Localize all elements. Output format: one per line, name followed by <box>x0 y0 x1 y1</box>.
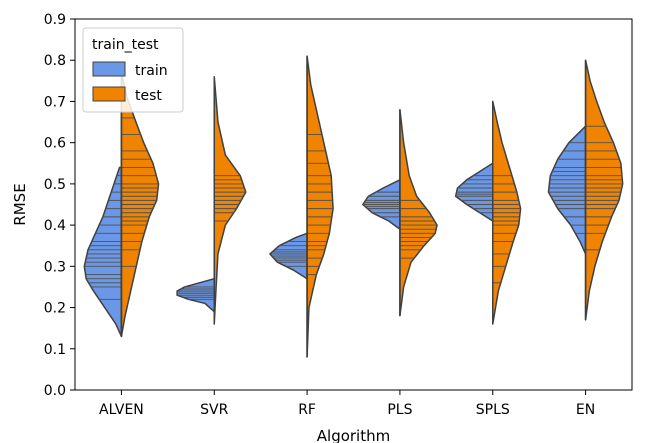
legend: train_test train test <box>82 27 184 113</box>
violin-rf-train <box>269 232 308 280</box>
x-tick-label-svr: SVR <box>200 402 228 418</box>
violin-rf-test <box>306 55 334 358</box>
y-tick-label: 0.6 <box>44 136 66 152</box>
y-tick-label: 0.9 <box>44 12 66 28</box>
violin-body <box>399 108 438 317</box>
violin-en-test <box>584 59 624 321</box>
y-tick-label: 0.1 <box>44 342 66 358</box>
y-tick-label: 0.0 <box>44 383 66 399</box>
violin-body <box>584 59 624 321</box>
x-axis-title: Algorithm <box>317 427 390 443</box>
y-tick-label: 0.4 <box>44 218 66 234</box>
x-tick-label-alven: ALVEN <box>99 402 144 418</box>
legend-swatch-train <box>92 61 126 77</box>
violin-pls-test <box>399 108 438 317</box>
y-tick-label: 0.8 <box>44 53 66 69</box>
y-axis-ticks: 0.0 0.1 0.2 0.3 0.4 0.5 0.6 0.7 0.8 0.9 <box>44 12 75 399</box>
legend-label-train: train <box>135 63 168 79</box>
violin-body <box>306 55 334 358</box>
x-tick-label-pls: PLS <box>387 402 412 418</box>
legend-label-test: test <box>135 88 162 104</box>
x-tick-label-spls: SPLS <box>476 402 510 418</box>
legend-swatch-test <box>92 86 126 102</box>
y-tick-label: 0.5 <box>44 177 66 193</box>
violin-svr-train <box>176 277 215 313</box>
violin-svr-test <box>213 75 247 325</box>
legend-title: train_test <box>92 37 159 53</box>
y-tick-label: 0.7 <box>44 94 66 110</box>
violin-layer <box>83 55 624 358</box>
y-tick-label: 0.3 <box>44 259 66 275</box>
x-tick-label-en: EN <box>576 402 595 418</box>
y-axis-title: RMSE <box>11 183 29 225</box>
violin-spls-test <box>492 100 522 325</box>
x-tick-label-rf: RF <box>298 402 316 418</box>
violin-alven-train <box>83 166 123 338</box>
plot-frame <box>74 18 633 391</box>
x-axis-ticks: ALVEN SVR RF PLS SPLS EN <box>99 390 595 418</box>
y-tick-label: 0.2 <box>44 301 66 317</box>
